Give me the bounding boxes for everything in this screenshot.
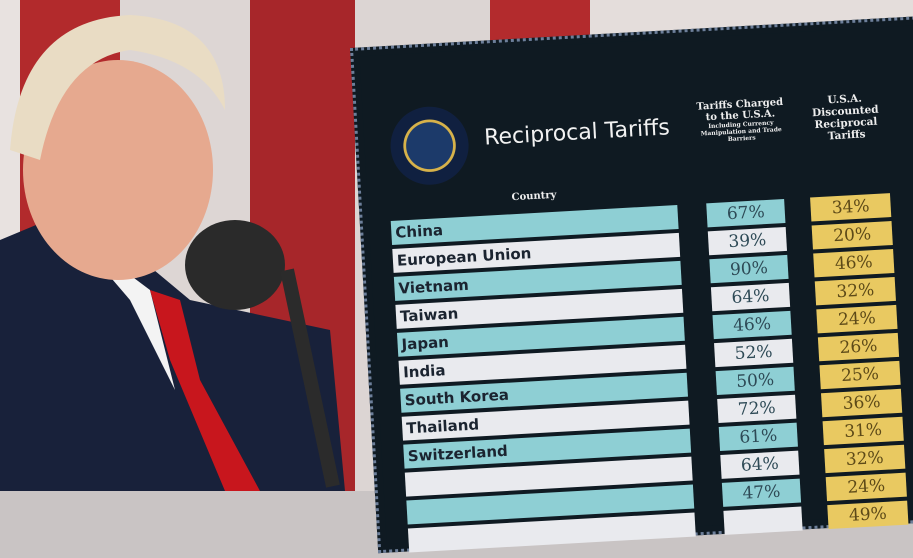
charged-cell: 46%	[712, 310, 792, 340]
table-row: Switzerland 61% 31%	[403, 416, 904, 473]
charged-cell: 72%	[717, 394, 797, 424]
reciprocal-cell: 26%	[817, 332, 900, 362]
charged-cell: 61%	[718, 422, 798, 451]
charged-cell: 90%	[709, 254, 789, 284]
charged-cell	[723, 506, 803, 535]
reciprocal-cell: 36%	[821, 388, 903, 418]
table-row: South Korea 50% 25%	[400, 360, 901, 417]
reciprocal-cell: 32%	[824, 444, 906, 474]
reciprocal-cell: 32%	[814, 276, 896, 306]
reciprocal-header: U.S.A. Discounted Reciprocal Tariffs	[811, 92, 879, 143]
board-title: Reciprocal Tariffs	[483, 115, 671, 151]
charged-cell: 52%	[714, 338, 794, 368]
reciprocal-cell: 24%	[825, 472, 907, 502]
table-row: 49%	[407, 500, 909, 557]
charged-cell: 39%	[707, 226, 788, 256]
table-row: 64% 32%	[404, 444, 906, 501]
table-row: China 67% 34%	[390, 193, 892, 249]
reciprocal-cell: 49%	[827, 500, 909, 530]
reciprocal-cell: 31%	[822, 416, 904, 446]
table-row: India 52% 26%	[398, 332, 900, 389]
speaker-figure	[0, 15, 345, 491]
reciprocal-cell: 25%	[819, 360, 901, 390]
charged-cell: 47%	[721, 478, 802, 507]
charged-header-subtitle: Including Currency Manipulation and Trad…	[700, 119, 782, 144]
country-header: Country	[511, 189, 557, 204]
charged-cell: 67%	[706, 199, 786, 228]
charged-header: Tariffs Charged to the U.S.A. Including …	[695, 97, 787, 145]
table-row: Japan 46% 24%	[396, 304, 898, 361]
reciprocal-cell: 20%	[811, 221, 893, 250]
reciprocal-cell: 24%	[816, 304, 898, 334]
table-row: Thailand 72% 36%	[401, 388, 903, 445]
table-row: Vietnam 90% 46%	[393, 248, 895, 305]
reciprocal-cell: 46%	[813, 248, 895, 278]
charged-cell: 50%	[715, 366, 795, 396]
table-row: European Union 39% 20%	[392, 221, 893, 277]
charged-cell: 64%	[710, 282, 791, 312]
charged-cell: 64%	[720, 450, 800, 479]
tariff-table: China 67% 34% European Union 39% 20% Vietnam…	[390, 193, 909, 557]
table-row: Taiwan 64% 32%	[395, 276, 896, 333]
reciprocal-cell: 34%	[810, 193, 892, 222]
presidential-seal-icon	[388, 104, 471, 187]
table-row: 47% 24%	[406, 472, 907, 529]
tariff-board: Reciprocal Tariffs Country Tariffs Charg…	[350, 14, 913, 557]
